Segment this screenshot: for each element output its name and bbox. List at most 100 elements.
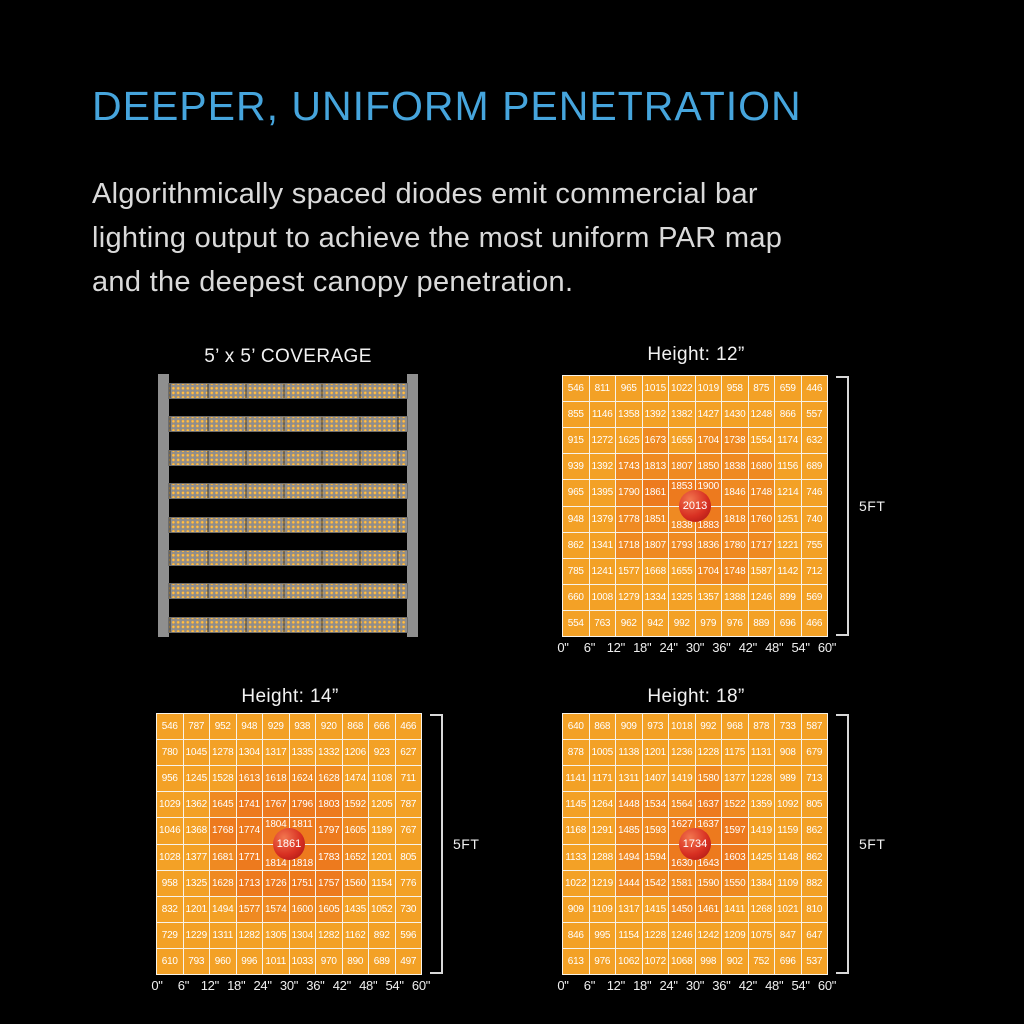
par-cell: 1251	[775, 506, 801, 532]
par-cell: 1783	[316, 844, 342, 870]
par-cell: 1522	[722, 792, 748, 818]
par-cell: 1189	[369, 818, 395, 844]
par-cell: 1229	[183, 922, 209, 948]
par-cell: 1317	[263, 740, 289, 766]
par-cell: 1022	[669, 376, 695, 402]
par-cell: 1245	[183, 766, 209, 792]
par-cell: 1291	[589, 818, 615, 844]
par-cell: 1550	[722, 870, 748, 896]
scale-bracket	[836, 714, 849, 974]
par-cell: 909	[616, 714, 642, 740]
par-cell: 1741	[236, 792, 262, 818]
par-cell: 1603	[722, 844, 748, 870]
par-cell: 976	[589, 948, 615, 974]
par-cell: 1655	[669, 428, 695, 454]
par-cell: 1813	[642, 454, 668, 480]
x-tick: 6"	[177, 978, 190, 993]
light-fixture-diagram	[158, 374, 418, 637]
par-cell: 1022	[563, 870, 589, 896]
par-cell: 1142	[775, 558, 801, 584]
par-cell: 1019	[695, 376, 721, 402]
par-cell: 1861	[642, 480, 668, 506]
par-cell: 1564	[669, 792, 695, 818]
led-bar	[168, 550, 408, 566]
x-axis: 0" 6" 12" 18" 24" 30" 36" 42" 48" 54" 60"	[151, 978, 430, 996]
par-cell: 1554	[748, 428, 774, 454]
par-cell: 1743	[616, 454, 642, 480]
par-cell: 979	[695, 610, 721, 636]
led-bar	[168, 483, 408, 500]
x-tick: 6"	[583, 640, 596, 655]
par-cell: 610	[157, 948, 183, 974]
par-cell: 466	[395, 714, 421, 740]
par-cell: 909	[563, 896, 589, 922]
par-cell: 740	[801, 506, 827, 532]
par-cell: 1846	[722, 480, 748, 506]
par-cell: 1304	[289, 922, 315, 948]
par-cell: 1021	[775, 896, 801, 922]
par-cell: 1335	[289, 740, 315, 766]
par-cell: 1377	[722, 766, 748, 792]
par-cell: 587	[801, 714, 827, 740]
par-cell: 915	[563, 428, 589, 454]
par-cell: 1748	[748, 480, 774, 506]
par-cell: 1718	[616, 532, 642, 558]
par-cell: 1560	[342, 870, 368, 896]
x-tick: 12"	[606, 978, 625, 993]
par-cell: 1768	[210, 818, 236, 844]
par-cell: 1228	[695, 740, 721, 766]
led-bar	[168, 416, 408, 433]
par-cell: 1317	[616, 896, 642, 922]
par-cell: 1411	[722, 896, 748, 922]
par-cell: 1577	[616, 558, 642, 584]
par-cell: 1201	[642, 740, 668, 766]
par-cell: 546	[157, 714, 183, 740]
par-cell: 1168	[563, 818, 589, 844]
x-axis: 0" 6" 12" 18" 24" 30" 36" 42" 48" 54" 60"	[557, 978, 836, 996]
par-cell: 746	[801, 480, 827, 506]
par-cell: 1325	[669, 584, 695, 610]
par-cell: 767	[395, 818, 421, 844]
par-cell: 632	[801, 428, 827, 454]
par-cell: 776	[395, 870, 421, 896]
par-cell: 1580	[695, 766, 721, 792]
par-cell: 1005	[589, 740, 615, 766]
par-cell: 1246	[748, 584, 774, 610]
par-cell: 1427	[695, 402, 721, 428]
par-cell: 1425	[748, 844, 774, 870]
x-tick: 42"	[332, 978, 351, 993]
par-cell: 1278	[210, 740, 236, 766]
scale-bracket	[430, 714, 443, 974]
par-cell: 1655	[669, 558, 695, 584]
par-cell: 995	[589, 922, 615, 948]
par-cell: 1062	[616, 948, 642, 974]
par-cell: 1228	[748, 766, 774, 792]
par-cell: 1279	[616, 584, 642, 610]
par-cell: 596	[395, 922, 421, 948]
par-cell: 1268	[748, 896, 774, 922]
par-cell: 938	[289, 714, 315, 740]
x-axis: 0" 6" 12" 18" 24" 30" 36" 42" 48" 54" 60"	[557, 640, 836, 658]
par-cell: 875	[748, 376, 774, 402]
par-cell: 1392	[589, 454, 615, 480]
par-cell: 1341	[589, 532, 615, 558]
x-tick: 18"	[633, 978, 652, 993]
x-tick: 24"	[659, 640, 678, 655]
par-cell: 1109	[775, 870, 801, 896]
x-tick: 30"	[685, 978, 705, 993]
x-tick: 54"	[791, 978, 810, 993]
par-cell: 920	[316, 714, 342, 740]
par-cell: 1430	[722, 402, 748, 428]
par-cell: 1448	[616, 792, 642, 818]
led-bar	[168, 383, 408, 399]
x-tick: 42"	[738, 640, 757, 655]
par-cell: 1109	[589, 896, 615, 922]
par-cell: 1738	[722, 428, 748, 454]
par-cell: 1332	[316, 740, 342, 766]
par-cell: 1141	[563, 766, 589, 792]
par-cell: 1236	[669, 740, 695, 766]
par-cell: 1494	[616, 844, 642, 870]
par-cell: 1272	[589, 428, 615, 454]
par-cell: 1359	[748, 792, 774, 818]
par-cell: 892	[369, 922, 395, 948]
